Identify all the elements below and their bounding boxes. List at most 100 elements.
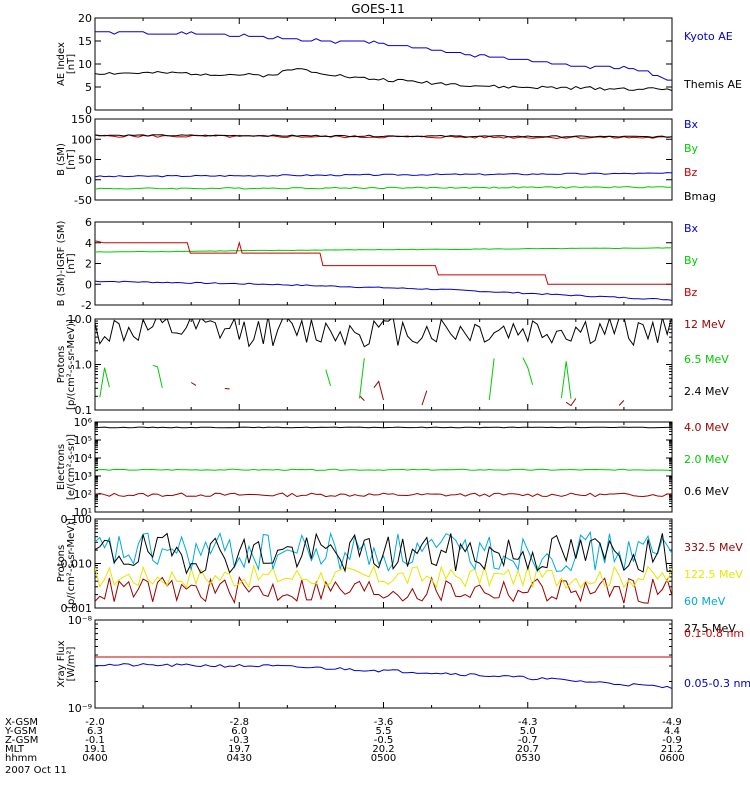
legend-entry: 332.5 MeV (684, 541, 743, 554)
footer-value: -4.3 (518, 717, 538, 728)
series-line-by (95, 247, 672, 253)
legend-entry: Kyoto AE (684, 30, 733, 43)
series-line-6-5-mev (325, 369, 332, 387)
footer-value: -0.9 (662, 735, 682, 746)
series-line-332-5-mev (95, 576, 672, 605)
y-tick-label: -50 (74, 194, 92, 207)
legend-entry: Bmag (684, 190, 716, 203)
series-line-12-mev (421, 390, 428, 406)
y-axis-label: B (SM) (56, 143, 67, 176)
footer-value: -0.3 (229, 735, 249, 746)
legend-entry: 2.0 MeV (684, 453, 729, 466)
y-tick-label: 10.0 (68, 313, 93, 326)
footer-row-label: Y-GSM (4, 726, 37, 737)
y-axis-label: [nT] (66, 149, 77, 169)
legend-entry: 27.5 MeV (684, 622, 736, 635)
y-tick-label: 0.1 (75, 404, 93, 417)
footer-value: -0.1 (85, 735, 105, 746)
y-tick-label: 10¹ (74, 506, 92, 519)
panel-frame (94, 518, 673, 609)
footer-value: 6.3 (87, 726, 103, 737)
series-line-60-mev (95, 530, 672, 573)
footer-value: -0.7 (518, 735, 538, 746)
y-axis-label: [e/(cm²-s-sr)] (66, 434, 77, 500)
legend-entry: 0.05-0.3 nm (684, 677, 750, 690)
y-tick-label: 6 (85, 216, 92, 229)
panel-6: 0.001 0.010 0.100 Protons [p/(cm²-s-sr-MeV)]… (56, 513, 743, 635)
y-tick-label: 1.0 (75, 359, 93, 372)
series-line-6-5-mev (99, 367, 110, 398)
footer-value: 0530 (515, 753, 540, 764)
panel-frame (94, 619, 673, 709)
y-tick-label: 10⁻⁹ (68, 702, 92, 715)
panel-7: 10⁻⁹ 10⁻⁸ Xray Flux [W/m²] 0.1-0.8 nm 0.05-0.… (56, 614, 750, 715)
y-axis-label: Protons (56, 545, 67, 582)
footer-value: 0600 (659, 753, 684, 764)
legend-entry: Bx (684, 222, 699, 235)
series-line-bmag (95, 134, 672, 138)
y-tick-label: 20 (78, 12, 92, 25)
y-tick-label: 0 (85, 174, 92, 187)
footer-value: 0430 (227, 753, 252, 764)
y-tick-label: 10³ (74, 470, 92, 483)
y-tick-label: 0.100 (61, 513, 93, 526)
y-axis-label: Electrons (56, 444, 67, 490)
series-line-4-0-mev (95, 492, 672, 498)
legend-entry: Bz (684, 166, 698, 179)
footer-value: 0500 (371, 753, 396, 764)
y-tick-label: 4 (85, 237, 92, 250)
y-tick-label: 0.010 (61, 558, 93, 571)
legend-entry: 4.0 MeV (684, 421, 729, 434)
y-tick-label: 50 (78, 154, 92, 167)
panel-1: 0 5 10 15 20 AE Index [nT] Kyoto AE Themis AE (56, 12, 742, 117)
y-axis-label: [W/m²] (66, 646, 77, 681)
y-axis-label: B (SM)-IGRF (SM) (56, 221, 67, 307)
series-line-themis-ae (95, 68, 672, 91)
legend-entry: Themis AE (683, 78, 742, 91)
series-line-6-5-mev (488, 358, 495, 401)
y-axis-label: [nT] (66, 253, 77, 273)
panel-frame (94, 221, 673, 306)
footer-value: 19.1 (84, 744, 106, 755)
y-tick-label: 10⁴ (74, 452, 93, 465)
y-tick-label: 150 (71, 113, 92, 126)
footer-value: 5.0 (520, 726, 536, 737)
y-tick-label: 0 (85, 104, 92, 117)
y-tick-label: 15 (78, 35, 92, 48)
y-tick-label: -2 (81, 299, 92, 312)
y-axis-label: [p/(cm²-s-sr-MeV)] (66, 319, 77, 410)
footer-row-label: X-GSM (5, 717, 38, 728)
legend-entry: 12 MeV (684, 318, 726, 331)
footer-value: 20.2 (372, 744, 394, 755)
footer-value: 20.7 (517, 744, 539, 755)
y-tick-label: 5 (85, 81, 92, 94)
series-line-6-5-mev (560, 361, 572, 399)
series-line-6-5-mev (522, 357, 534, 385)
series-line-0-6-mev (95, 426, 672, 429)
y-tick-label: 2 (85, 258, 92, 271)
footer-row-label: hhmm (5, 753, 37, 764)
y-tick-label: 10² (74, 488, 92, 501)
legend-entry: By (684, 254, 699, 267)
footer-value: 4.4 (664, 726, 680, 737)
series-line-6-5-mev (152, 364, 163, 388)
footer-value: -3.6 (374, 717, 394, 728)
footer-value: -4.9 (662, 717, 682, 728)
footer-row-label: MLT (5, 744, 25, 755)
footer-value: 5.5 (376, 726, 392, 737)
footer-row-label: 2007 Oct 11 (5, 765, 67, 776)
series-line-0-05-0-3-nm (95, 663, 672, 690)
legend-entry: Bz (684, 286, 698, 299)
y-tick-label: 10⁵ (74, 434, 92, 447)
series-line-12-mev (565, 398, 577, 407)
y-tick-label: 0 (85, 278, 92, 291)
footer-value: -0.5 (374, 735, 394, 746)
y-axis-label: [p/(cm²-s-sr-MeV)] (66, 518, 77, 609)
panel-4: 0.1 1.0 10.0 Protons [p/(cm²-s-sr-MeV)] 12 Me… (56, 313, 729, 417)
panel-3: -2 0 2 4 6 B (SM)-IGRF (SM) [nT] Bx By Bz (56, 216, 699, 312)
y-tick-label: 10⁻⁸ (68, 614, 93, 627)
panel-frame (94, 421, 673, 513)
series-line-27-5-mev (95, 532, 672, 575)
series-line-bz (95, 240, 672, 285)
